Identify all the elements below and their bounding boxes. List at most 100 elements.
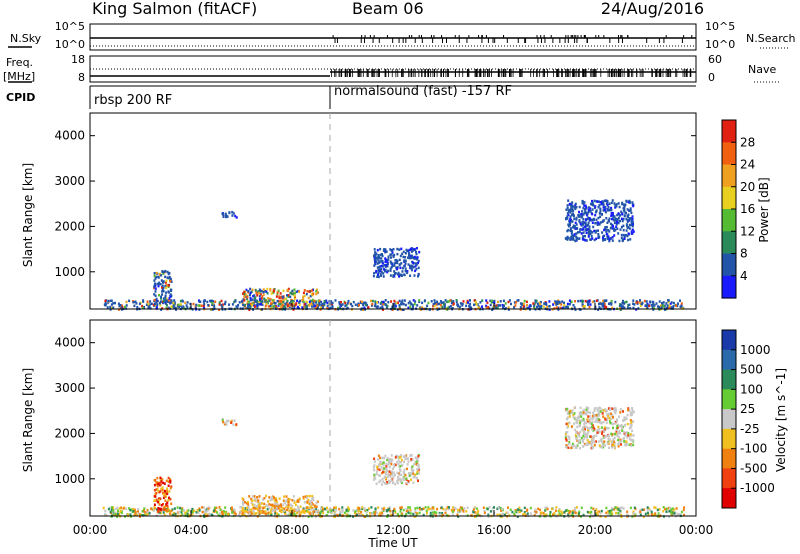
echo-cell (374, 508, 377, 511)
echo-cell (611, 306, 614, 310)
echo-cell (407, 480, 410, 483)
echo-cell (382, 470, 385, 474)
echo-cell (565, 444, 568, 447)
echo-cell (377, 464, 380, 468)
echo-cell (166, 270, 169, 274)
echo-cell (468, 308, 471, 311)
echo-cell (209, 299, 212, 303)
echo-cell (590, 422, 593, 426)
echo-cell (588, 415, 591, 418)
echo-cell (626, 214, 629, 217)
echo-cell (577, 439, 580, 442)
y-tick-label: 2000 (54, 219, 85, 233)
echo-cell (412, 256, 415, 259)
echo-cell (122, 507, 125, 510)
echo-cell (567, 513, 570, 516)
colorbar-tick-label: 28 (740, 135, 755, 149)
echo-cell (276, 291, 279, 294)
echo-cell (162, 481, 165, 485)
echo-cell (382, 308, 384, 311)
echo-cell (603, 234, 606, 238)
echo-cell (581, 428, 584, 431)
echo-cell (276, 502, 278, 506)
echo-cell (460, 507, 463, 510)
echo-cell (128, 507, 131, 510)
echo-cell (599, 201, 602, 204)
echo-cell (412, 266, 415, 269)
echo-cell (200, 304, 203, 307)
echo-cell (261, 509, 264, 513)
echo-cell (113, 511, 116, 514)
cpid-segment-1: rbsp 200 RF (94, 93, 172, 108)
echo-cell (433, 510, 436, 514)
echo-cell (116, 506, 119, 510)
echo-cell (278, 295, 281, 298)
echo-cell (412, 305, 414, 309)
echo-cell (550, 507, 553, 511)
echo-cell (409, 305, 412, 308)
echo-cell (382, 461, 385, 464)
echo-cell (314, 510, 317, 514)
echo-cell (386, 481, 388, 484)
echo-cell (166, 284, 169, 287)
echo-cell (602, 409, 605, 412)
echo-cell (393, 463, 396, 467)
echo-cell (297, 305, 299, 309)
echo-cell (321, 306, 324, 309)
echo-cell (429, 514, 432, 517)
freq-tick-bottom: 8 (78, 71, 85, 84)
echo-cell (497, 506, 500, 509)
echo-cell (231, 214, 234, 217)
echo-cell (164, 284, 167, 288)
echo-cell (298, 497, 301, 500)
echo-cell (168, 496, 170, 500)
echo-cell (390, 462, 393, 466)
echo-cell (296, 299, 299, 302)
echo-cell (663, 308, 666, 311)
echo-cell (399, 510, 402, 513)
echo-cell (154, 492, 157, 496)
echo-cell (167, 284, 170, 287)
echo-cell (396, 512, 399, 516)
echo-cell (321, 506, 324, 510)
echo-cell (268, 503, 271, 506)
velocity-x-ticks: 00:00 04:00 08:00 12:00 16:00 20:00 00:00 (73, 303, 713, 537)
echo-cell (478, 514, 481, 517)
echo-cell (463, 507, 466, 510)
echo-cell (658, 300, 661, 303)
echo-cell (158, 511, 161, 514)
echo-cell (582, 223, 585, 226)
echo-cell (591, 300, 594, 304)
echo-cell (221, 512, 224, 516)
echo-cell (322, 508, 325, 511)
echo-cell (621, 219, 624, 223)
echo-cell (186, 509, 189, 513)
echo-cell (527, 307, 530, 310)
echo-cell (415, 460, 418, 464)
echo-cell (661, 305, 664, 309)
echo-cell (629, 422, 632, 426)
echo-cell (639, 510, 642, 514)
echo-cell (574, 511, 577, 514)
echo-cell (415, 252, 418, 256)
echo-cell (161, 488, 164, 492)
echo-cell (523, 512, 526, 516)
echo-cell (646, 306, 649, 309)
echo-cell (485, 304, 488, 308)
echo-cell (394, 482, 397, 486)
echo-cell (379, 306, 382, 310)
echo-cell (467, 301, 469, 304)
echo-cell (610, 206, 613, 210)
nsky-tick-top: 10^5 (55, 20, 85, 33)
echo-cell (501, 304, 504, 307)
echo-cell (403, 460, 405, 464)
echo-cell (364, 303, 367, 307)
echo-cell (125, 300, 128, 304)
echo-cell (582, 440, 584, 443)
echo-cell (308, 511, 311, 515)
echo-cell (645, 300, 648, 303)
echo-cell (472, 508, 475, 511)
colorbar-tick-label: 20 (740, 180, 755, 194)
echo-cell (528, 305, 531, 308)
